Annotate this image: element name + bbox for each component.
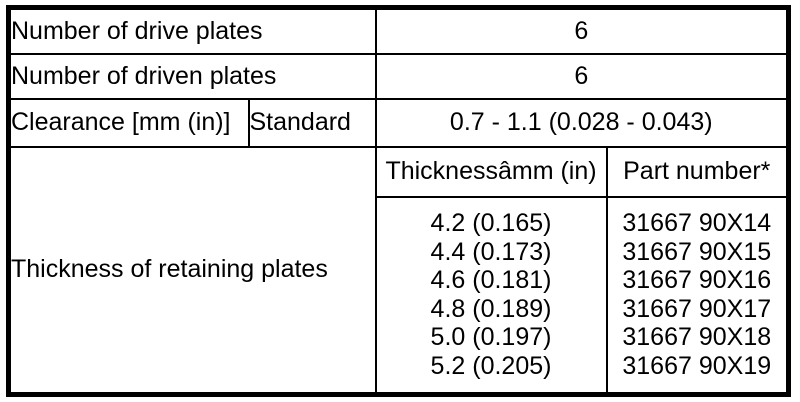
retaining-plates-label: Thickness of retaining plates bbox=[7, 145, 377, 396]
part-number-values-cell: 31667 90X14 31667 90X15 31667 90X16 3166… bbox=[605, 195, 790, 396]
thickness-value: 4.8 (0.189) bbox=[430, 294, 552, 323]
thickness-value: 5.0 (0.197) bbox=[430, 323, 552, 352]
clearance-value: 0.7 - 1.1 (0.028 - 0.043) bbox=[374, 97, 790, 148]
part-number-value: 31667 90X14 bbox=[622, 209, 772, 238]
part-number-value: 31667 90X15 bbox=[622, 237, 772, 266]
part-number-value: 31667 90X19 bbox=[622, 351, 772, 380]
driven-plates-value: 6 bbox=[374, 52, 790, 100]
part-number-value: 31667 90X17 bbox=[622, 294, 772, 323]
row-retaining-header: Thickness of retaining plates Thicknessâ… bbox=[7, 145, 790, 396]
thickness-column-header: Thicknessâmm (in) bbox=[374, 145, 608, 198]
clutch-plate-spec-table: Number of drive plates 6 Number of drive… bbox=[6, 5, 792, 397]
part-number-value: 31667 90X16 bbox=[622, 266, 772, 295]
part-number-value: 31667 90X18 bbox=[622, 323, 772, 352]
thickness-values-list: 4.2 (0.165) 4.4 (0.173) 4.6 (0.181) 4.8 … bbox=[378, 209, 605, 380]
driven-plates-label: Number of driven plates bbox=[7, 52, 377, 100]
thickness-value: 4.4 (0.173) bbox=[430, 237, 552, 266]
clearance-condition-label: Standard bbox=[247, 97, 377, 148]
thickness-value: 4.2 (0.165) bbox=[430, 209, 552, 238]
drive-plates-value: 6 bbox=[374, 6, 790, 55]
drive-plates-label: Number of drive plates bbox=[7, 6, 377, 55]
thickness-value: 4.6 (0.181) bbox=[430, 266, 552, 295]
part-number-column-header: Part number* bbox=[605, 145, 790, 198]
row-clearance: Clearance [mm (in)] Standard 0.7 - 1.1 (… bbox=[7, 97, 790, 148]
clearance-label: Clearance [mm (in)] bbox=[7, 97, 250, 148]
thickness-value: 5.2 (0.205) bbox=[430, 351, 552, 380]
row-retaining-values: 4.2 (0.165) 4.4 (0.173) 4.6 (0.181) 4.8 … bbox=[9, 195, 790, 396]
row-drive-plates: Number of drive plates 6 bbox=[7, 6, 790, 55]
row-driven-plates: Number of driven plates 6 bbox=[7, 52, 790, 100]
part-number-values-list: 31667 90X14 31667 90X15 31667 90X16 3166… bbox=[609, 209, 787, 380]
thickness-values-cell: 4.2 (0.165) 4.4 (0.173) 4.6 (0.181) 4.8 … bbox=[374, 195, 608, 396]
